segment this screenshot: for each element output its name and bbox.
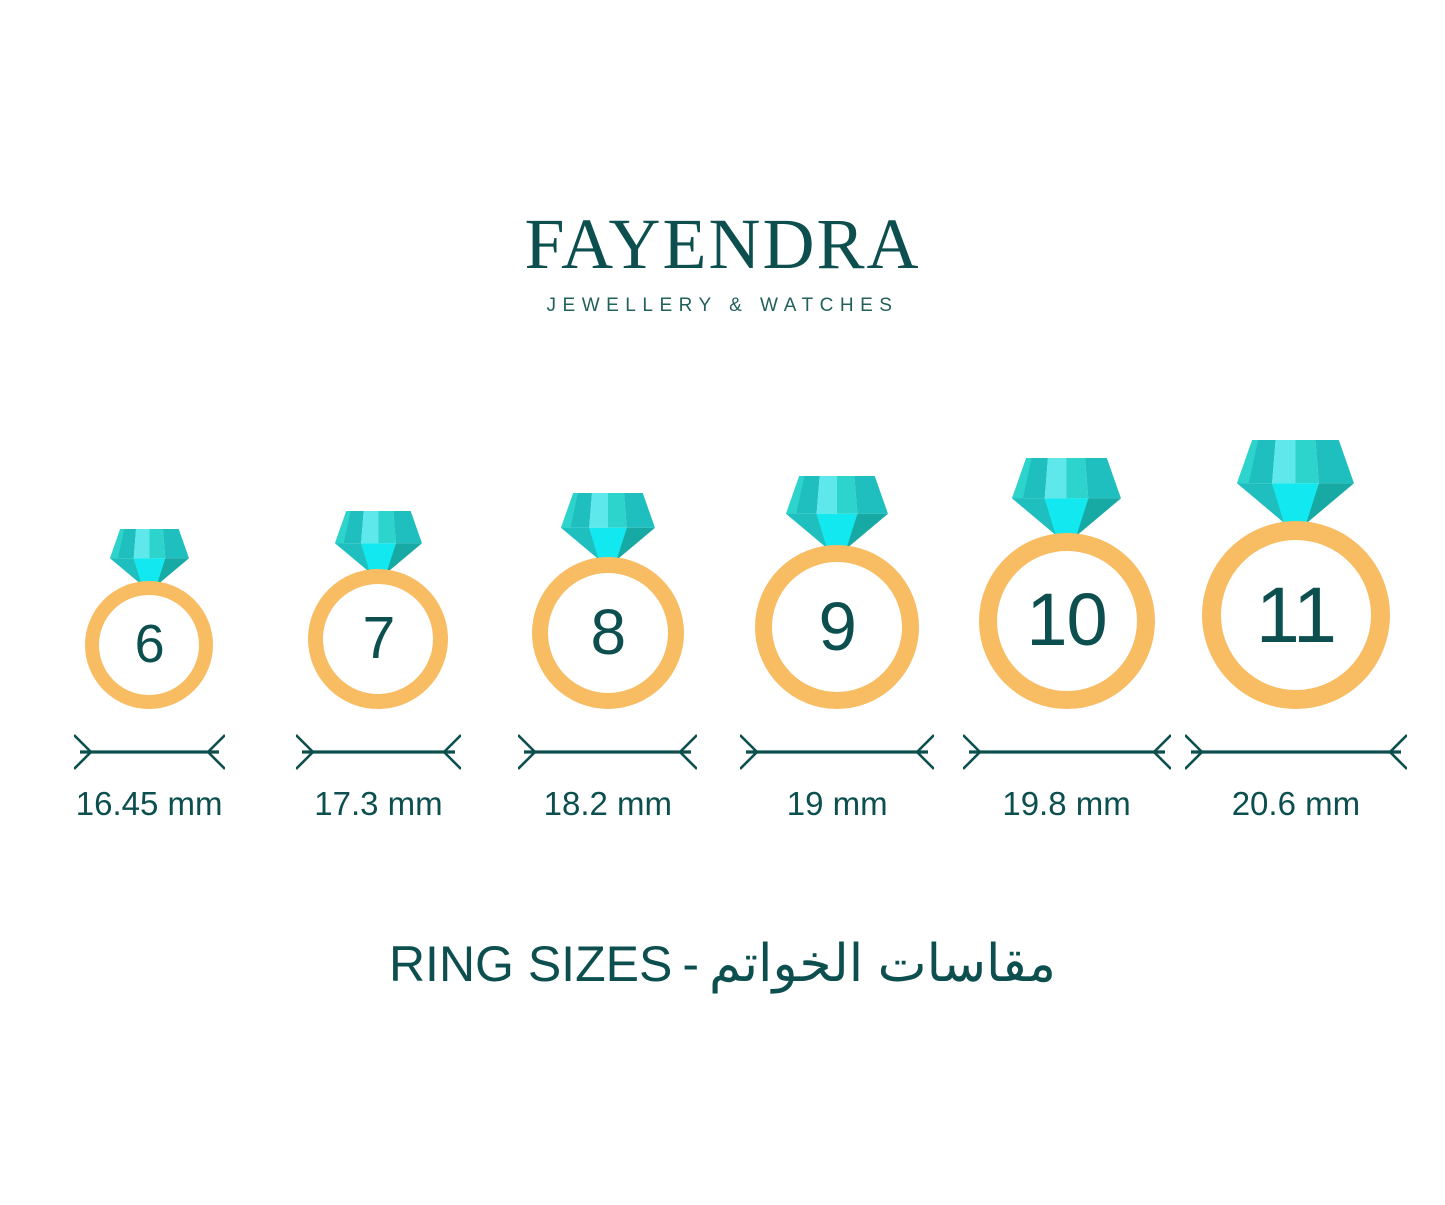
- dimension-arrow-icon: [72, 731, 226, 773]
- ring-size-number: 10: [1026, 578, 1107, 661]
- ring-band: 9: [755, 545, 920, 709]
- diamond-icon: [1012, 458, 1122, 539]
- ring-diameter-label: 16.45 mm: [75, 785, 223, 822]
- ring-band: 10: [978, 533, 1155, 709]
- ring-diameter-label: 19 mm: [786, 785, 888, 822]
- caption-arabic: مقاسات الخواتم: [708, 935, 1057, 993]
- ring-diameter-label: 17.3 mm: [314, 785, 443, 822]
- ring-size-item[interactable]: 8 18.2 mm: [493, 450, 722, 820]
- diamond-icon: [109, 528, 189, 587]
- brand-name: FAYENDRA: [524, 204, 921, 284]
- ring-size-item[interactable]: 9 19 mm: [723, 450, 952, 820]
- dimension-arrow-icon: [1183, 731, 1408, 773]
- diamond-icon: [334, 510, 422, 575]
- ring-figure: 11: [1201, 440, 1390, 709]
- ring-figure: 6: [85, 528, 214, 709]
- ring-band: 11: [1201, 521, 1390, 709]
- ring-size-item[interactable]: 11 20.6 mm: [1181, 440, 1410, 822]
- chart-caption: RING SIZES - مقاسات الخواتم: [0, 932, 1445, 997]
- ring-figure: 8: [531, 493, 684, 709]
- brand-logo: FAYENDRA JEWELLERY & WATCHES: [0, 208, 1445, 315]
- ring-diameter-label: 19.8 mm: [1002, 785, 1131, 822]
- ring-band: 8: [531, 557, 684, 709]
- ring-size-row: 6 16.45 mm: [0, 440, 1445, 822]
- ring-size-number: 6: [134, 614, 165, 674]
- ring-diameter-label: 20.6 mm: [1231, 785, 1361, 822]
- ring-size-number: 7: [362, 604, 396, 671]
- ring-size-item[interactable]: 10 19.8 mm: [952, 450, 1181, 820]
- diamond-icon: [560, 493, 655, 563]
- ring-figure: 9: [755, 475, 920, 709]
- caption-english: RING SIZES: [388, 936, 673, 992]
- dimension-arrow-icon: [295, 731, 462, 773]
- dimension-arrow-icon: [517, 731, 699, 773]
- diamond-icon: [786, 475, 889, 551]
- ring-size-number: 8: [590, 596, 627, 668]
- caption-separator: -: [682, 936, 699, 992]
- ring-band: 6: [85, 581, 214, 709]
- ring-size-number: 9: [818, 587, 856, 665]
- ring-size-number: 11: [1255, 569, 1337, 659]
- ring-figure: 10: [978, 458, 1155, 709]
- ring-band: 7: [308, 569, 449, 709]
- dimension-arrow-icon: [739, 731, 936, 773]
- ring-size-item[interactable]: 7 17.3 mm: [264, 450, 493, 820]
- diamond-icon: [1237, 440, 1355, 527]
- ring-figure: 7: [308, 510, 449, 709]
- ring-size-item[interactable]: 6 16.45 mm: [34, 450, 263, 820]
- dimension-arrow-icon: [961, 731, 1172, 773]
- ring-diameter-label: 18.2 mm: [543, 785, 672, 822]
- brand-tagline: JEWELLERY & WATCHES: [546, 295, 899, 316]
